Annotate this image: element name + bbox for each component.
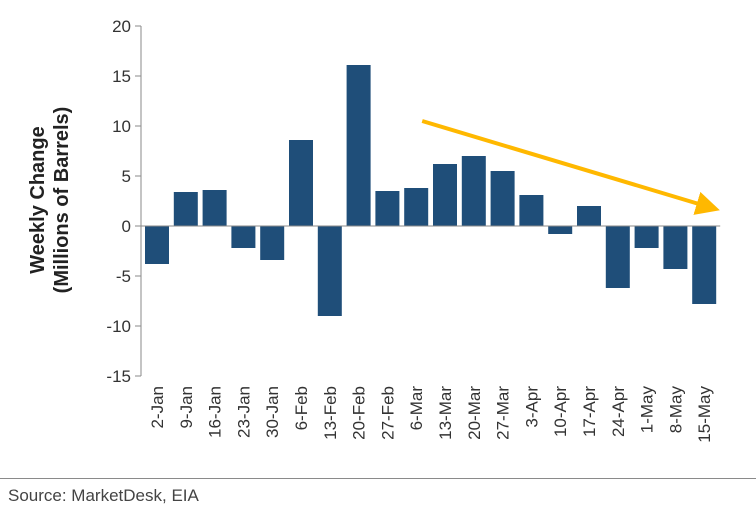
x-tick-label: 20-Feb: [350, 386, 369, 440]
y-tick-label: 20: [112, 17, 131, 36]
y-axis-label-line2: (Millions of Barrels): [51, 107, 73, 294]
y-axis-label: Weekly Change (Millions of Barrels): [27, 107, 73, 294]
trend-arrow-line: [421, 119, 720, 215]
y-tick-label: 0: [122, 217, 131, 236]
x-tick-label: 6-Feb: [292, 386, 311, 430]
bar-17-Apr: [577, 206, 601, 226]
bar-3-Apr: [519, 195, 544, 226]
bar-8-May: [663, 226, 688, 269]
y-axis-label-line1: Weekly Change: [27, 126, 49, 273]
x-tick-label: 2-Jan: [148, 386, 167, 429]
bar-13-Mar: [433, 164, 457, 226]
trend-arrow: [421, 119, 720, 215]
x-tick-label: 27-Mar: [494, 386, 513, 440]
bar-13-Feb: [317, 226, 342, 316]
bar-10-Apr: [548, 226, 573, 234]
x-axis: 2-Jan 9-Jan 16-Jan 23-Jan 30-Jan 6-Feb 13-Feb 2…: [141, 225, 721, 443]
bar-9-Jan: [173, 192, 198, 226]
x-tick-label: 1-May: [638, 386, 657, 434]
x-tick-label: 20-Mar: [465, 386, 484, 440]
x-tick-label: 6-Mar: [407, 386, 426, 431]
x-tick-label: 23-Jan: [234, 386, 253, 438]
x-tick-label: 15-May: [695, 386, 714, 443]
bars: [145, 65, 717, 316]
y-tick-label: 10: [112, 117, 131, 136]
x-tick-label: 3-Apr: [522, 386, 541, 428]
bar-2-Jan: [145, 226, 169, 264]
y-tick-label: -5: [116, 267, 131, 286]
x-tick-label: 13-Feb: [321, 386, 340, 440]
x-tick-label: 9-Jan: [177, 386, 196, 429]
source-divider: [0, 478, 756, 479]
x-tick-label: 27-Feb: [378, 386, 397, 440]
y-tick-label: 15: [112, 67, 131, 86]
x-tick-label: 10-Apr: [551, 386, 570, 437]
x-tick-label: 30-Jan: [263, 386, 282, 438]
bar-20-Feb: [346, 65, 371, 226]
bar-24-Apr: [605, 226, 630, 288]
bar-16-Jan: [202, 190, 227, 226]
bar-6-Mar: [404, 188, 429, 226]
x-tick-label: 8-May: [666, 386, 685, 434]
bar-27-Feb: [375, 191, 400, 226]
x-tick-label: 24-Apr: [609, 386, 628, 437]
bar-30-Jan: [260, 226, 285, 260]
y-tick-label: -10: [106, 317, 131, 336]
bar-1-May: [634, 226, 659, 248]
source-note: Source: MarketDesk, EIA: [8, 486, 199, 505]
bar-23-Jan: [231, 226, 256, 248]
y-axis: 20 15 10 5 0 -5 -10 -15: [106, 17, 142, 386]
y-tick-label: 5: [122, 167, 131, 186]
bar-15-May: [692, 226, 717, 304]
bar-27-Mar: [490, 171, 515, 226]
bar-6-Feb: [289, 140, 313, 226]
x-tick-label: 16-Jan: [206, 386, 225, 438]
bar-20-Mar: [461, 156, 486, 226]
x-tick-label: 17-Apr: [580, 386, 599, 437]
x-tick-label: 13-Mar: [436, 386, 455, 440]
y-tick-label: -15: [106, 367, 131, 386]
